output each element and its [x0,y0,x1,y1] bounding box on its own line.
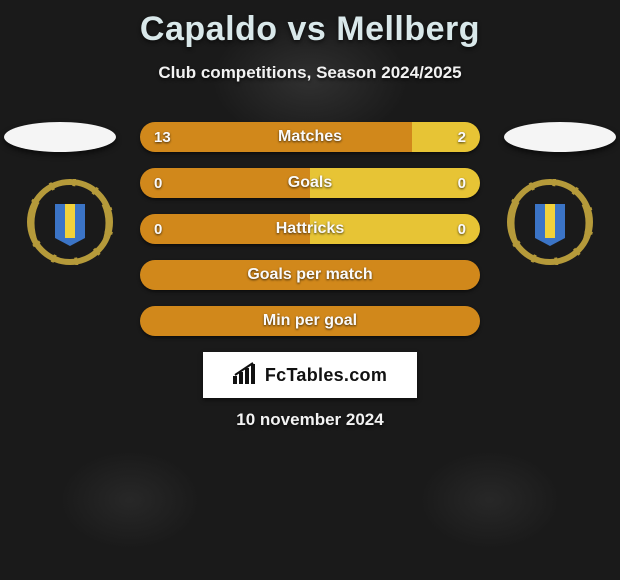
page-title: Capaldo vs Mellberg [0,0,620,49]
brand-chart-icon [233,362,259,389]
stat-label: Goals [140,168,480,198]
stat-label: Min per goal [140,306,480,336]
subtitle: Club competitions, Season 2024/2025 [0,63,620,83]
stat-row: Goals per match [140,260,480,290]
stat-label: Matches [140,122,480,152]
left-player-avatar [4,122,116,152]
stat-label: Goals per match [140,260,480,290]
brand-box: FcTables.com [203,352,417,398]
right-club-badge [507,179,593,265]
stats-container: 132Matches 00Goals 00Hattricks Goals per ma… [140,122,480,352]
left-club-badge [27,179,113,265]
brand-text: FcTables.com [265,365,387,386]
stat-row: 00Hattricks [140,214,480,244]
stat-row: 132Matches [140,122,480,152]
stat-label: Hattricks [140,214,480,244]
stat-row: 00Goals [140,168,480,198]
date-text: 10 november 2024 [0,410,620,430]
stat-row: Min per goal [140,306,480,336]
right-player-avatar [504,122,616,152]
